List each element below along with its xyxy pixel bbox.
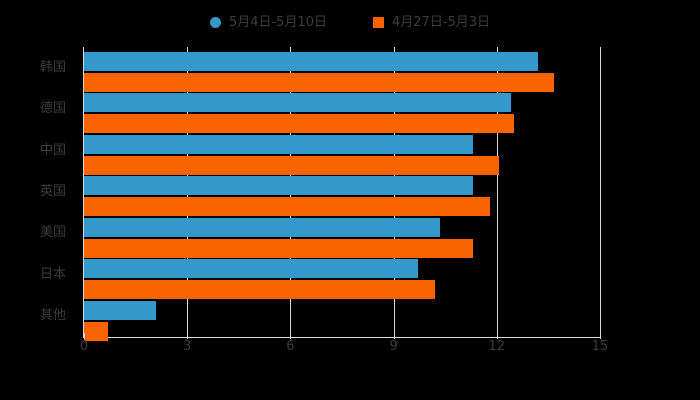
y-axis-label-5: 日本 [39, 266, 66, 282]
chart-legend: 5月4日-5月10日 4月27日-5月3日 [0, 8, 700, 36]
bar[interactable] [84, 238, 473, 258]
x-axis-tick-mark [187, 333, 189, 339]
x-axis-tick-2: 6 [286, 339, 295, 354]
x-axis-tick-4: 12 [488, 339, 506, 354]
y-axis-line [83, 47, 84, 337]
legend-item-series-0[interactable]: 5月4日-5月10日 [209, 14, 327, 30]
bar-group [84, 52, 600, 92]
x-axis-tick-1: 3 [183, 339, 192, 354]
bar[interactable] [84, 155, 499, 175]
x-axis-tick-mark [290, 333, 292, 339]
bar[interactable] [84, 114, 514, 134]
bar[interactable] [84, 321, 109, 341]
bar[interactable] [84, 176, 473, 196]
legend-label-series-0: 5月4日-5月10日 [228, 14, 327, 30]
x-axis-tick-mark [496, 333, 498, 339]
bar[interactable] [84, 134, 473, 154]
legend-item-series-1[interactable]: 4月27日-5月3日 [373, 16, 490, 29]
bar-group [84, 300, 600, 341]
bar[interactable] [84, 217, 441, 237]
bar[interactable] [84, 73, 554, 92]
y-axis-label-0: 韩国 [39, 59, 66, 75]
bar-group [84, 176, 600, 217]
bar[interactable] [84, 93, 511, 113]
bar[interactable] [84, 259, 418, 279]
bar[interactable] [84, 280, 435, 300]
legend-swatch-square-icon [373, 16, 384, 28]
bar-group [84, 93, 600, 134]
x-axis-tick-5: 15 [591, 339, 609, 354]
bar-groups [84, 47, 600, 341]
x-axis-tick-mark [393, 333, 395, 339]
x-axis-tick-mark [84, 333, 85, 339]
y-axis-category-labels: 韩国德国中国英国美国日本其他 [0, 47, 76, 337]
bar[interactable] [84, 52, 539, 71]
x-axis-line [83, 337, 601, 338]
y-axis-label-2: 中国 [39, 142, 66, 158]
x-axis-tick-mark [600, 333, 601, 339]
bar-group [84, 134, 600, 175]
x-axis-tick-0: 0 [79, 339, 89, 354]
bar[interactable] [84, 300, 157, 320]
gridline [600, 47, 601, 337]
x-axis-tick-3: 9 [389, 339, 398, 354]
plot-area [83, 47, 601, 341]
bar-group [84, 259, 600, 300]
bar-group [84, 217, 600, 258]
bar[interactable] [84, 197, 490, 217]
y-axis-label-1: 德国 [39, 101, 66, 117]
y-axis-label-4: 美国 [39, 225, 66, 241]
y-axis-label-3: 英国 [39, 184, 66, 199]
legend-label-series-1: 4月27日-5月3日 [392, 14, 491, 30]
legend-swatch-circle-icon [209, 16, 221, 28]
x-axis-tick-labels: 0 3 6 9 12 15 [80, 333, 608, 360]
y-axis-label-6: 其他 [39, 308, 66, 324]
